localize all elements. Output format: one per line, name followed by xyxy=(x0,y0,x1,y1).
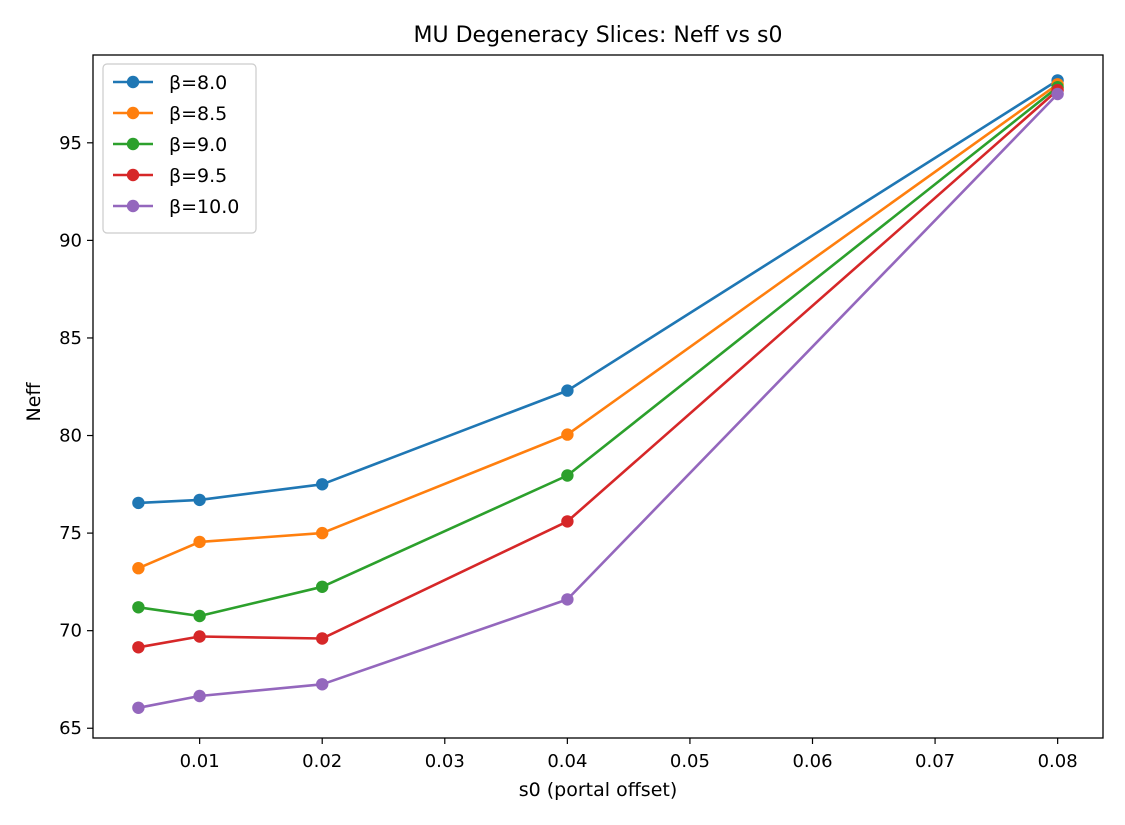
data-point xyxy=(561,428,574,441)
legend-marker xyxy=(126,199,140,213)
x-tick-label: 0.01 xyxy=(180,751,220,772)
x-tick-label: 0.06 xyxy=(792,751,832,772)
data-point xyxy=(193,493,206,507)
y-tick-label: 65 xyxy=(59,718,82,739)
data-point xyxy=(132,701,145,714)
legend-box xyxy=(102,63,257,234)
y-tick-label: 90 xyxy=(59,230,82,251)
y-tick-label: 80 xyxy=(59,426,82,447)
series-0 xyxy=(132,74,1064,510)
data-point xyxy=(316,580,329,593)
legend-label: β=9.0 xyxy=(169,134,227,156)
data-point xyxy=(316,678,329,691)
y-axis-label: Neff xyxy=(23,382,45,422)
data-point xyxy=(132,601,145,614)
legend-label: β=10.0 xyxy=(169,196,239,218)
data-point xyxy=(561,469,574,482)
legend-entry: β=8.0 xyxy=(113,72,227,94)
data-point xyxy=(316,632,329,645)
data-point xyxy=(132,496,145,510)
x-tick-label: 0.07 xyxy=(915,751,955,772)
data-point xyxy=(316,526,329,540)
x-axis-label: s0 (portal offset) xyxy=(519,779,678,801)
chart-title: MU Degeneracy Slices: Neff vs s0 xyxy=(414,23,783,48)
series-4 xyxy=(132,87,1064,714)
legend-label: β=8.5 xyxy=(169,103,227,125)
y-tick-label: 75 xyxy=(59,523,82,544)
legend-marker xyxy=(126,137,140,151)
data-point xyxy=(193,689,206,703)
legend-entry: β=10.0 xyxy=(113,196,239,218)
data-point xyxy=(561,515,574,528)
legend-label: β=9.5 xyxy=(169,165,227,187)
legend-label: β=8.0 xyxy=(169,72,227,94)
y-tick-label: 85 xyxy=(59,328,82,349)
legend-marker xyxy=(126,106,140,120)
data-point xyxy=(1051,87,1064,101)
axes: 0.01 0.02 0.03 0.04 0.05 0.06 0.07 0.08 65 70 75 80… xyxy=(59,54,1104,772)
legend-marker xyxy=(126,75,140,89)
legend-entry: β=9.0 xyxy=(113,134,227,156)
data-point xyxy=(132,641,145,654)
legend-entry: β=9.5 xyxy=(113,165,227,187)
x-tick-label: 0.04 xyxy=(547,751,587,772)
y-tick-label: 70 xyxy=(59,621,82,642)
data-point xyxy=(316,478,329,491)
x-tick-label: 0.05 xyxy=(670,751,710,772)
data-point xyxy=(193,630,206,643)
x-tick-label: 0.08 xyxy=(1038,751,1078,772)
data-point xyxy=(132,562,145,575)
plot-area xyxy=(132,74,1064,714)
legend-marker xyxy=(126,168,140,182)
axes-frame xyxy=(92,54,1104,739)
legend-entry: β=8.5 xyxy=(113,103,227,125)
data-point xyxy=(561,384,574,397)
data-point xyxy=(193,535,206,549)
data-point xyxy=(193,609,206,623)
x-tick-label: 0.03 xyxy=(425,751,465,772)
legend: β=8.0 β=8.5 β=9.0 β=9.5 β=10.0 xyxy=(102,63,257,234)
y-tick-label: 95 xyxy=(59,133,82,154)
data-point xyxy=(561,593,574,606)
x-tick-label: 0.02 xyxy=(302,751,342,772)
